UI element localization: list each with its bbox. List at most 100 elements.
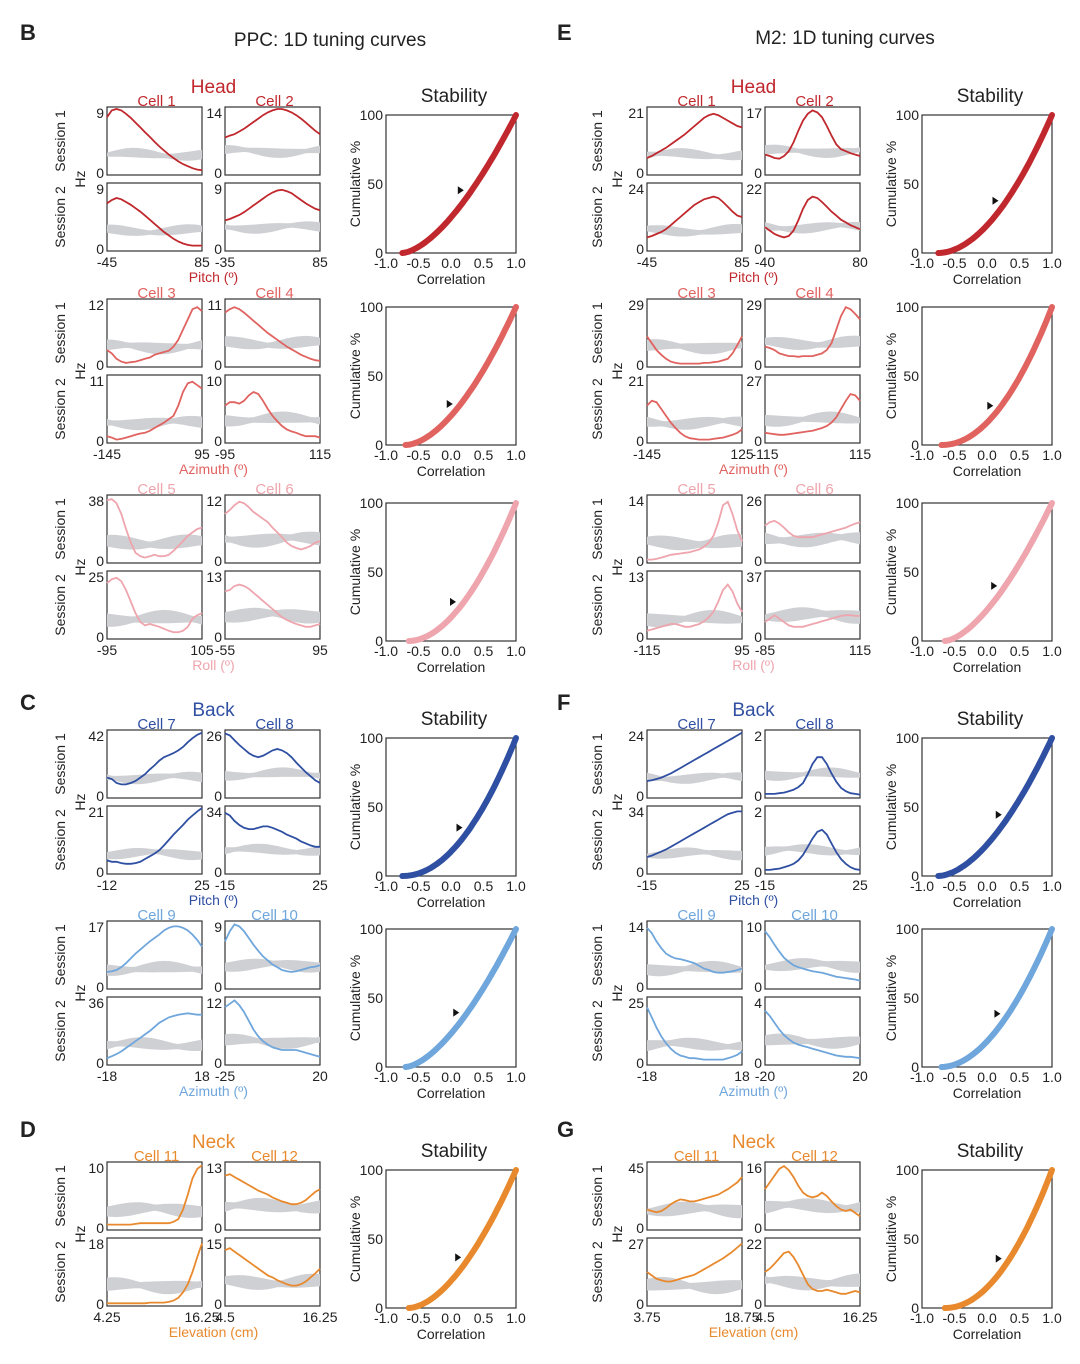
y-tick-zero: 0: [214, 629, 222, 645]
y-tick-max: 17: [88, 919, 104, 935]
x-tick-max: 20: [852, 1068, 868, 1084]
correlation-label: Correlation: [417, 1326, 485, 1342]
y-tick-max: 36: [88, 995, 104, 1011]
stability-plot-frame: [921, 306, 1053, 446]
x-axis-label: Elevation (cm): [709, 1324, 798, 1340]
x-tick-min: -45: [97, 254, 117, 270]
corr-tick: -0.5: [942, 447, 966, 463]
y-tick-max: 10: [206, 373, 222, 389]
session-1-label: Session 1: [589, 733, 605, 795]
hz-label: Hz: [72, 362, 88, 379]
tuning-curve: [646, 335, 743, 365]
tuning-plot-frame: [646, 570, 743, 640]
y-tick-max: 16: [746, 1160, 762, 1176]
session-2-label: Session 2: [52, 1000, 68, 1062]
x-axis-label: Roll (º): [192, 657, 234, 673]
cell-title: Cell 5: [677, 481, 715, 498]
x-tick-min: -40: [755, 254, 775, 270]
shuffle-band: [225, 958, 320, 973]
cum-tick: 0: [911, 868, 919, 884]
tuning-plot-frame: [764, 494, 861, 564]
x-tick-min: -95: [97, 642, 117, 658]
stability-plot-frame: [385, 1169, 517, 1309]
shuffle-band: [225, 531, 320, 548]
hz-label: Hz: [609, 362, 625, 379]
cum-tick: 0: [911, 1300, 919, 1316]
correlation-label: Correlation: [953, 894, 1021, 910]
cell-title: Cell 7: [677, 716, 715, 733]
x-tick-min: 4.5: [215, 1309, 235, 1325]
cum-tick: 50: [903, 990, 919, 1006]
cum-tick: 100: [896, 107, 920, 123]
y-tick-max: 9: [214, 919, 222, 935]
x-tick-min: -115: [752, 446, 779, 462]
y-tick-max: 4: [754, 995, 762, 1011]
shuffle-band: [107, 1037, 202, 1051]
cell-title: Cell 3: [677, 285, 715, 302]
y-tick-max: 10: [88, 1160, 104, 1176]
cumulative-label: Cumulative %: [347, 764, 363, 850]
tuning-curve: [646, 1006, 743, 1061]
shuffle-band: [107, 147, 202, 161]
cumulative-label: Cumulative %: [347, 1196, 363, 1282]
tuning-plot-frame: [106, 729, 203, 799]
cum-tick: 0: [375, 633, 383, 649]
y-tick-zero: 0: [96, 979, 104, 995]
session-2-label: Session 2: [52, 1241, 68, 1303]
median-marker: [455, 1253, 462, 1262]
corr-tick: -1.0: [910, 447, 934, 463]
tuning-curve: [646, 731, 743, 782]
session-2-label: Session 2: [589, 1241, 605, 1303]
corr-tick: 0.5: [474, 1069, 494, 1085]
y-tick-max: 17: [746, 105, 762, 121]
corr-tick: 0.5: [474, 447, 494, 463]
tuning-plot-frame: [646, 920, 743, 990]
cum-tick: 100: [360, 730, 384, 746]
median-marker: [995, 1254, 1002, 1263]
y-tick-max: 2: [754, 804, 762, 820]
tuning-curve: [224, 923, 321, 973]
cell-title: Cell 8: [255, 716, 293, 733]
cumulative-label: Cumulative %: [347, 141, 363, 227]
corr-tick: -0.5: [406, 643, 430, 659]
tuning-curve: [106, 498, 203, 559]
shuffle-band: [765, 532, 860, 548]
median-marker: [456, 823, 463, 832]
x-tick-max: 18: [734, 1068, 750, 1084]
cell-title: Cell 1: [677, 93, 715, 110]
panel-letter-g: G: [557, 1117, 574, 1142]
shuffle-band: [225, 411, 320, 427]
x-tick-max: 85: [734, 254, 750, 270]
panel-letter-e: E: [557, 20, 572, 45]
tuning-curve: [646, 1176, 743, 1214]
corr-tick: -1.0: [910, 643, 934, 659]
cum-tick: 50: [903, 368, 919, 384]
shuffle-band: [107, 609, 202, 627]
cum-tick: 50: [903, 176, 919, 192]
x-tick-min: -85: [755, 642, 775, 658]
x-tick-max: 25: [852, 877, 868, 893]
tuning-curve: [224, 500, 321, 551]
hz-label: Hz: [72, 1225, 88, 1242]
y-tick-zero: 0: [636, 1296, 644, 1312]
cum-tick: 100: [896, 1162, 920, 1178]
x-tick-max: 85: [312, 254, 328, 270]
cumulative-label: Cumulative %: [883, 955, 899, 1041]
tuning-curve: [224, 812, 320, 848]
y-tick-max: 24: [628, 181, 644, 197]
corr-tick: 0.5: [1010, 878, 1030, 894]
corr-tick: -0.5: [406, 447, 430, 463]
y-tick-zero: 0: [754, 165, 762, 181]
cum-tick: 0: [911, 633, 919, 649]
group-title-back: Back: [192, 700, 235, 721]
shuffle-band: [647, 610, 742, 628]
x-tick-max: 95: [312, 642, 328, 658]
shuffle-band: [765, 767, 860, 781]
shuffle-band: [765, 1198, 860, 1214]
cum-tick: 100: [360, 495, 384, 511]
tuning-plot-frame: [224, 1237, 321, 1307]
y-tick-zero: 0: [214, 165, 222, 181]
stability-plot-frame: [921, 502, 1053, 642]
x-tick-max: 16.25: [842, 1309, 877, 1325]
tuning-plot-frame: [646, 1161, 743, 1231]
